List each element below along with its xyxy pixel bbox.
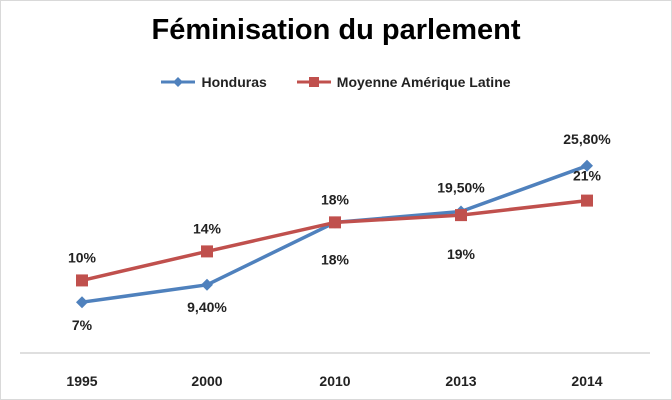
chart-title: Féminisation du parlement [151, 14, 521, 46]
legend-entry-moyenne: Moyenne Amérique Latine [296, 74, 511, 90]
x-tick-label-2014: 2014 [571, 373, 602, 389]
data-label-moyenne-2000: 14% [193, 220, 222, 236]
data-label-moyenne-2013: 19% [447, 246, 476, 262]
series-line-moyenne [81, 198, 588, 283]
data-label-honduras-1995: 7% [72, 317, 93, 333]
legend-label-honduras: Honduras [201, 74, 267, 90]
data-label-moyenne-1995: 10% [68, 249, 97, 265]
x-tick-label-2013: 2013 [445, 373, 476, 389]
marker-moyenne-2014 [581, 194, 593, 207]
series-line-honduras [81, 164, 588, 304]
x-tick-label-2000: 2000 [191, 373, 222, 389]
marker-moyenne-2000 [201, 245, 213, 258]
legend: Honduras Moyenne Amérique Latine [0, 74, 672, 90]
legend-swatch-moyenne [296, 77, 331, 87]
x-tick-label-2010: 2010 [319, 373, 350, 389]
marker-honduras-2000 [201, 278, 213, 291]
legend-swatch-honduras [161, 77, 196, 87]
data-label-honduras-2010: 18% [321, 251, 350, 267]
legend-label-moyenne: Moyenne Amérique Latine [336, 74, 511, 90]
marker-moyenne-2010 [329, 216, 341, 229]
data-label-moyenne-2010: 18% [321, 191, 350, 207]
marker-honduras-2014 [581, 159, 593, 172]
data-label-honduras-2000: 9,40% [187, 299, 227, 315]
legend-entry-honduras: Honduras [161, 74, 267, 90]
marker-moyenne-2013 [455, 209, 467, 222]
data-label-moyenne-2014: 21% [573, 168, 602, 184]
marker-moyenne-1995 [76, 274, 88, 287]
data-label-honduras-2013: 19,50% [437, 179, 485, 195]
x-tick-label-1995: 1995 [66, 373, 97, 389]
marker-honduras-1995 [76, 296, 88, 309]
data-label-honduras-2014: 25,80% [563, 131, 611, 147]
